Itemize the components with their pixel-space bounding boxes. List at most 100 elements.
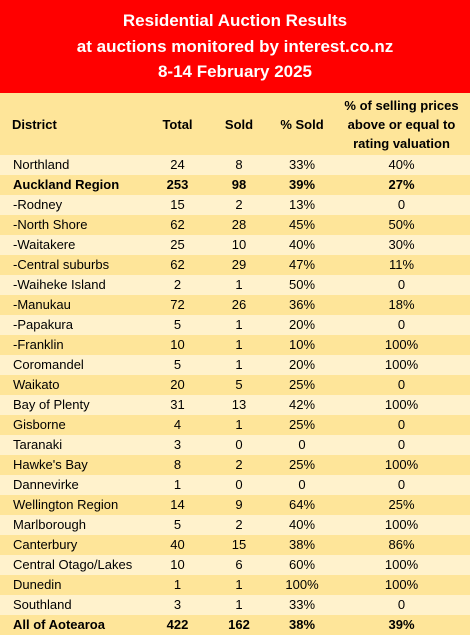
- cell-sold: 9: [235, 497, 243, 512]
- cell-pct-above-valuation: 100%: [384, 517, 419, 532]
- header-total: Total: [162, 116, 193, 132]
- table-row: Wellington Region 14 9 64% 25%: [0, 495, 470, 515]
- cell-total: 2: [173, 277, 182, 292]
- cell-sold: 6: [235, 557, 243, 572]
- cell-pct-sold: 25%: [288, 417, 316, 432]
- header-pct-above-valuation: % of selling prices above or equal to ra…: [344, 97, 459, 151]
- cell-pct-above-valuation: 100%: [384, 337, 419, 352]
- table-row: -North Shore 62 28 45% 50%: [0, 215, 470, 235]
- cell-district: Auckland Region: [13, 177, 120, 192]
- cell-district: Wellington Region: [13, 497, 119, 512]
- cell-total: 253: [166, 177, 189, 192]
- cell-pct-sold: 100%: [285, 577, 319, 592]
- cell-sold: 1: [235, 577, 243, 592]
- table-row: Northland 24 8 33% 40%: [0, 155, 470, 175]
- cell-district: Taranaki: [13, 437, 63, 452]
- table-row: All of Aotearoa 422 162 38% 39%: [0, 615, 470, 635]
- table-row: Dannevirke 1 0 0 0: [0, 475, 470, 495]
- cell-district: Dunedin: [13, 577, 62, 592]
- cell-pct-sold: 45%: [288, 217, 316, 232]
- cell-sold: 5: [235, 377, 243, 392]
- cell-sold: 1: [235, 417, 243, 432]
- cell-pct-sold: 0: [298, 477, 306, 492]
- cell-total: 10: [170, 557, 185, 572]
- cell-total: 8: [173, 457, 182, 472]
- table-row: Gisborne 4 1 25% 0: [0, 415, 470, 435]
- cell-pct-above-valuation: 0: [397, 317, 406, 332]
- cell-pct-sold: 36%: [288, 297, 316, 312]
- cell-sold: 1: [235, 337, 243, 352]
- cell-total: 422: [166, 617, 189, 632]
- table-row: Taranaki 3 0 0 0: [0, 435, 470, 455]
- cell-district: Dannevirke: [13, 477, 79, 492]
- cell-district: Bay of Plenty: [13, 397, 90, 412]
- cell-pct-sold: 0: [298, 437, 306, 452]
- cell-pct-above-valuation: 100%: [384, 397, 419, 412]
- cell-district: -Manukau: [13, 297, 71, 312]
- cell-total: 10: [170, 337, 185, 352]
- cell-total: 62: [170, 257, 185, 272]
- cell-sold: 162: [228, 617, 250, 632]
- cell-total: 40: [170, 537, 185, 552]
- cell-district: -North Shore: [13, 217, 88, 232]
- cell-district: Marlborough: [13, 517, 86, 532]
- cell-pct-sold: 42%: [288, 397, 316, 412]
- cell-pct-sold: 39%: [288, 177, 316, 192]
- cell-district: Coromandel: [13, 357, 84, 372]
- cell-pct-sold: 38%: [288, 537, 316, 552]
- cell-sold: 10: [231, 237, 247, 252]
- cell-pct-sold: 25%: [288, 377, 316, 392]
- title-line-3: 8-14 February 2025: [157, 62, 313, 82]
- cell-total: 20: [170, 377, 185, 392]
- cell-total: 5: [173, 517, 182, 532]
- cell-sold: 26: [231, 297, 247, 312]
- cell-total: 31: [170, 397, 185, 412]
- cell-pct-above-valuation: 18%: [388, 297, 415, 312]
- table-row: Waikato 20 5 25% 0: [0, 375, 470, 395]
- cell-pct-sold: 13%: [288, 197, 316, 212]
- table-row: Bay of Plenty 31 13 42% 100%: [0, 395, 470, 415]
- cell-pct-above-valuation: 0: [397, 477, 406, 492]
- cell-sold: 98: [231, 177, 247, 192]
- cell-sold: 0: [235, 477, 243, 492]
- cell-pct-sold: 60%: [288, 557, 316, 572]
- header-district: District: [12, 116, 57, 132]
- table-row: Marlborough 5 2 40% 100%: [0, 515, 470, 535]
- table-row: -Waitakere 25 10 40% 30%: [0, 235, 470, 255]
- cell-pct-sold: 64%: [288, 497, 316, 512]
- header-row: District Total Sold % Sold % of selling …: [0, 93, 470, 155]
- results-table: District Total Sold % Sold % of selling …: [0, 93, 470, 635]
- table-row: Dunedin 1 1 100% 100%: [0, 575, 470, 595]
- cell-sold: 2: [235, 517, 243, 532]
- cell-total: 5: [173, 317, 182, 332]
- cell-pct-above-valuation: 100%: [384, 457, 419, 472]
- cell-pct-sold: 38%: [288, 617, 316, 632]
- cell-total: 72: [170, 297, 185, 312]
- cell-pct-above-valuation: 0: [397, 197, 406, 212]
- cell-district: Southland: [13, 597, 72, 612]
- cell-total: 24: [170, 157, 185, 172]
- cell-pct-above-valuation: 0: [397, 437, 406, 452]
- table-row: -Waiheke Island 2 1 50% 0: [0, 275, 470, 295]
- cell-sold: 1: [235, 357, 243, 372]
- cell-district: Hawke's Bay: [13, 457, 88, 472]
- cell-district: Waikato: [13, 377, 60, 392]
- cell-district: -Waiheke Island: [13, 277, 106, 292]
- table-row: -Central suburbs 62 29 47% 11%: [0, 255, 470, 275]
- cell-district: Northland: [13, 157, 70, 172]
- cell-pct-sold: 47%: [288, 257, 316, 272]
- title-line-2: at auctions monitored by interest.co.nz: [76, 36, 394, 56]
- cell-sold: 2: [235, 457, 243, 472]
- cell-total: 14: [170, 497, 185, 512]
- cell-pct-above-valuation: 30%: [388, 237, 415, 252]
- cell-pct-sold: 40%: [288, 517, 316, 532]
- table-row: Hawke's Bay 8 2 25% 100%: [0, 455, 470, 475]
- cell-district: All of Aotearoa: [13, 617, 105, 632]
- cell-sold: 1: [235, 277, 243, 292]
- cell-pct-above-valuation: 86%: [388, 537, 415, 552]
- cell-pct-sold: 20%: [288, 317, 316, 332]
- cell-total: 25: [170, 237, 185, 252]
- cell-pct-above-valuation: 50%: [388, 217, 415, 232]
- cell-district: -Rodney: [13, 197, 63, 212]
